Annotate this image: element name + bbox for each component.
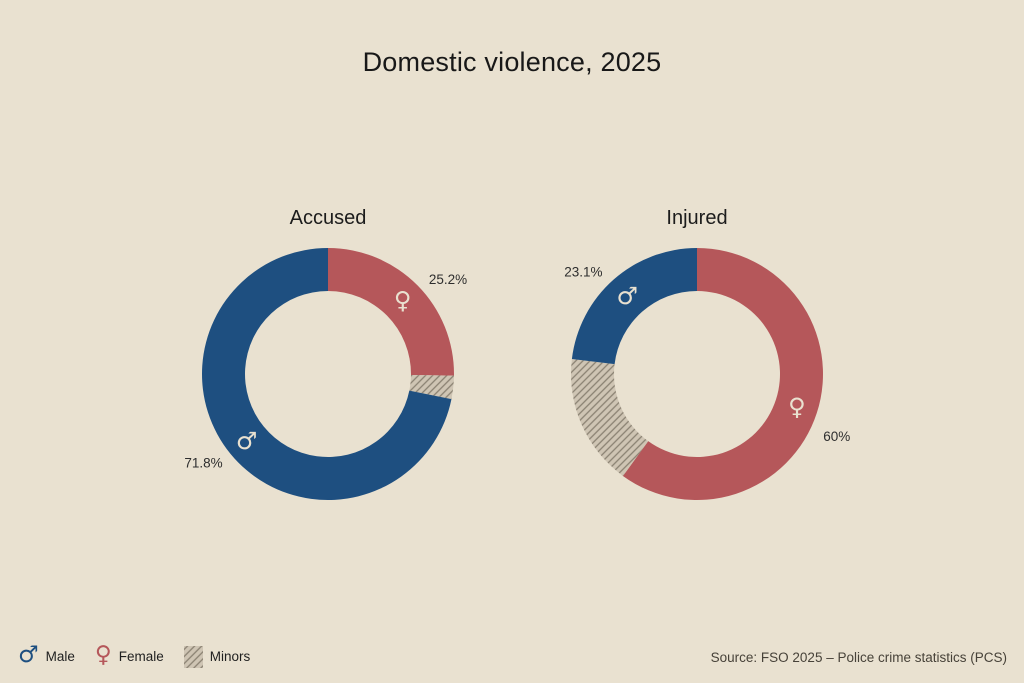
- female-slice-icon: ♀: [394, 287, 412, 315]
- legend-item-minors: Minors: [183, 645, 251, 668]
- slice-male: [571, 248, 697, 365]
- slice-female: [622, 248, 823, 500]
- slice-percentage-label: 60%: [823, 429, 850, 444]
- chart-title-accused: Accused: [289, 207, 367, 229]
- male-slice-icon: ♂: [617, 282, 639, 310]
- male-icon: ♂: [18, 642, 39, 668]
- donut-chart-injured: ♀ 60% ♂ 23.1%: [564, 248, 850, 500]
- slice-percentage-label: 25.2%: [429, 272, 467, 287]
- female-icon: ♀: [94, 642, 112, 668]
- slice-minors: [571, 358, 649, 476]
- legend-label-female: Female: [118, 649, 164, 664]
- legend-item-female: ♀ Female: [94, 642, 164, 668]
- male-slice-icon: ♂: [236, 427, 258, 455]
- source-note: Source: FSO 2025 – Police crime statisti…: [710, 650, 1007, 665]
- slice-percentage-label: 23.1%: [564, 264, 602, 279]
- page-title: Domestic violence, 2025: [362, 47, 662, 77]
- minors-hatch-swatch-icon: [183, 645, 203, 668]
- female-slice-icon: ♀: [788, 393, 806, 421]
- slice-minors: [409, 375, 454, 400]
- donut-chart-accused: ♀ 25.2% ♂ 71.8%: [184, 248, 467, 500]
- legend-label-male: Male: [45, 649, 75, 664]
- slice-percentage-label: 71.8%: [184, 456, 222, 471]
- legend-label-minors: Minors: [209, 649, 251, 664]
- slice-female: [328, 248, 454, 376]
- legend-item-male: ♂ Male: [18, 642, 75, 668]
- chart-legend: ♂ Male ♀ Female Minors: [18, 642, 251, 668]
- slice-male: [201, 248, 452, 500]
- chart-title-injured: Injured: [666, 207, 728, 229]
